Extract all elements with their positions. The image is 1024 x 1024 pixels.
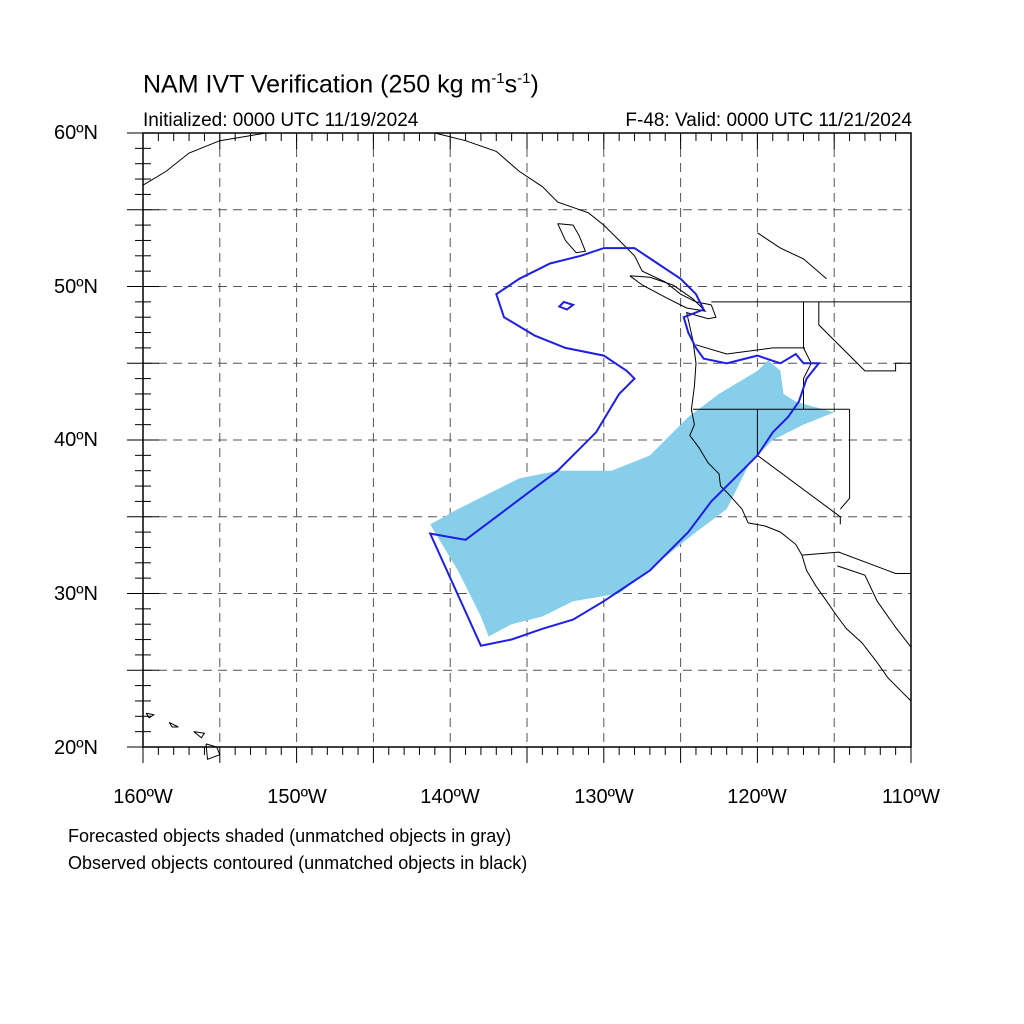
map-frame	[142, 132, 912, 748]
coastline-segment	[629, 275, 707, 312]
coastline-segment	[757, 232, 827, 280]
graticule	[143, 133, 911, 747]
lon-label-120: 120ºW	[727, 786, 787, 808]
map-title: NAM IVT Verification (250 kg m-1s-1)	[143, 70, 539, 99]
initialized-time: Initialized: 0000 UTC 11/19/2024	[143, 110, 419, 131]
forecast-legend-note: Forecasted objects shaded (unmatched obj…	[68, 826, 512, 846]
coastline-segment	[193, 731, 206, 739]
forecast-object	[430, 360, 835, 637]
coastline-segment	[818, 301, 911, 372]
axis-ticks	[127, 132, 912, 763]
lon-label-150: 150ºW	[267, 786, 327, 808]
coastline-segment	[686, 304, 912, 702]
lon-label-160: 160ºW	[113, 786, 173, 808]
lat-label-40: 40ºN	[54, 429, 98, 451]
coastline-segment	[839, 409, 851, 510]
valid-time: F-48: Valid: 0000 UTC 11/21/2024	[625, 110, 912, 131]
lat-label-60: 60ºN	[54, 122, 98, 144]
coastline-segment	[756, 409, 841, 525]
lat-label-50: 50ºN	[54, 276, 98, 298]
lat-label-30: 30ºN	[54, 583, 98, 605]
lon-label-130: 130ºW	[574, 786, 634, 808]
lon-label-140: 140ºW	[420, 786, 480, 808]
lat-label-20: 20ºN	[54, 737, 98, 759]
coastline-segment	[837, 565, 912, 668]
coastline-segment	[801, 551, 911, 574]
coastline-segment	[434, 132, 712, 306]
coastline-segment	[142, 132, 266, 186]
observed-legend-note: Observed objects contoured (unmatched ob…	[68, 853, 528, 873]
coastline-segment	[168, 721, 179, 728]
lon-label-110: 110ºW	[881, 786, 941, 808]
coastline-segment	[145, 712, 156, 719]
coastline-segment	[205, 743, 221, 760]
observed-object-contour	[428, 247, 821, 647]
coastline-segment	[557, 223, 587, 254]
coastline-segment	[803, 301, 812, 410]
coastline-segment	[695, 344, 805, 355]
